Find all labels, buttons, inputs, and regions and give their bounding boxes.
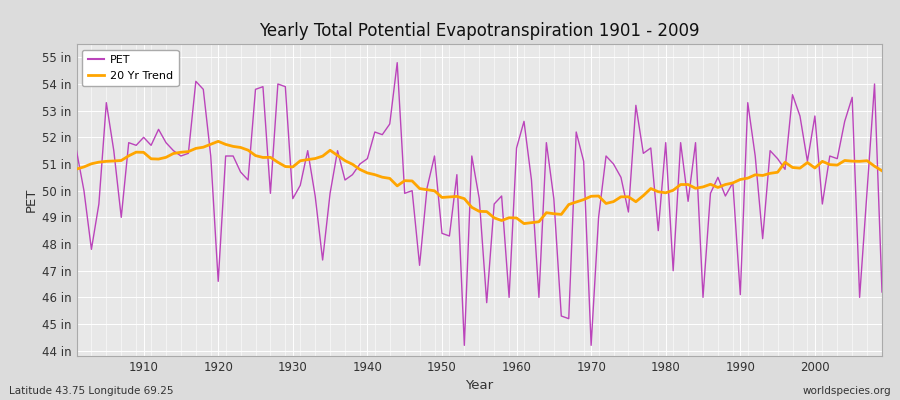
- Title: Yearly Total Potential Evapotranspiration 1901 - 2009: Yearly Total Potential Evapotranspiratio…: [259, 22, 699, 40]
- X-axis label: Year: Year: [465, 380, 493, 392]
- Y-axis label: PET: PET: [25, 188, 38, 212]
- Legend: PET, 20 Yr Trend: PET, 20 Yr Trend: [82, 50, 178, 86]
- Text: worldspecies.org: worldspecies.org: [803, 386, 891, 396]
- Text: Latitude 43.75 Longitude 69.25: Latitude 43.75 Longitude 69.25: [9, 386, 174, 396]
